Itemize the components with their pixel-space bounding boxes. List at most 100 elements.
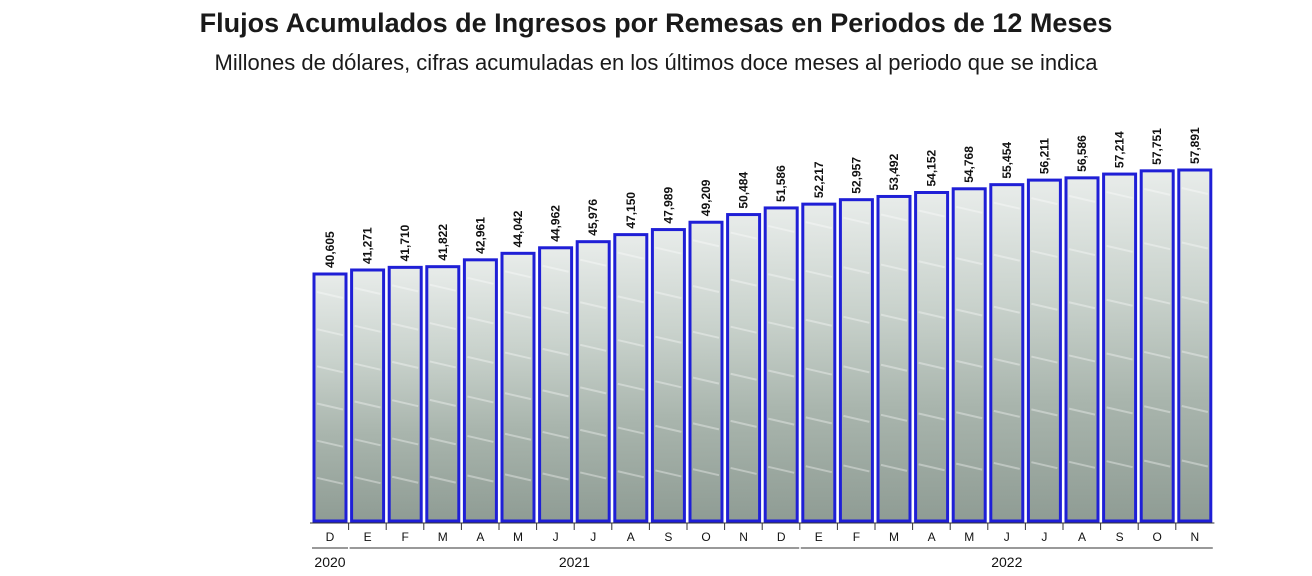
data-label: 44,042: [511, 210, 525, 247]
bar-texture: [767, 369, 795, 378]
data-label: 40,605: [323, 231, 337, 268]
bar-fill: [1066, 177, 1098, 521]
bar-texture: [918, 260, 945, 269]
bar-texture: [767, 417, 795, 426]
bar-group: [838, 198, 874, 523]
data-label: 41,271: [361, 227, 375, 264]
bar-texture: [429, 437, 457, 446]
bar-texture: [1181, 350, 1209, 359]
bar-texture: [843, 414, 870, 423]
bar-group: [951, 187, 987, 523]
bar-texture: [1143, 187, 1171, 196]
bar-texture: [918, 463, 945, 472]
bar-texture: [1031, 408, 1058, 417]
bar-texture: [692, 330, 720, 339]
bar-texture: [467, 434, 494, 443]
bar-texture: [730, 372, 757, 381]
bar-texture: [1143, 242, 1171, 251]
bar-texture: [316, 365, 344, 374]
bar-group: [350, 268, 386, 523]
bar-texture: [730, 278, 757, 287]
bar-texture: [1106, 352, 1133, 361]
month-tick-label: F: [402, 530, 409, 544]
bar-texture: [504, 432, 532, 441]
bar-texture: [993, 201, 1021, 210]
bar-texture: [1143, 296, 1171, 305]
month-tick-label: N: [1190, 530, 1199, 544]
bar-texture: [1031, 355, 1058, 364]
month-tick-label: E: [815, 530, 823, 544]
bar: [500, 251, 536, 523]
bar: [876, 194, 912, 523]
bar-group: [914, 190, 950, 523]
bar-fill: [878, 196, 910, 521]
bar-texture: [542, 306, 569, 315]
bar-texture: [692, 468, 720, 477]
month-tick-label: N: [739, 530, 748, 544]
bar-texture: [354, 287, 381, 295]
bar-fill: [953, 188, 986, 521]
bar-texture: [692, 376, 720, 385]
bar-texture: [955, 411, 983, 420]
bar-texture: [805, 367, 833, 376]
bar-texture: [955, 257, 983, 266]
bar-texture: [1143, 459, 1171, 468]
bar-texture: [1181, 405, 1209, 413]
data-label: 51,586: [774, 165, 788, 202]
bar-texture: [1068, 301, 1096, 310]
data-label: 47,989: [661, 187, 675, 224]
bar-fill: [727, 214, 760, 521]
month-tick-label: J: [590, 530, 596, 544]
bar-texture: [993, 253, 1021, 262]
month-tick-label: J: [1041, 530, 1047, 544]
bar-texture: [504, 270, 532, 279]
bar-texture: [316, 402, 344, 411]
bar-texture: [918, 412, 945, 421]
bar-texture: [655, 291, 682, 300]
month-tick-label: A: [928, 530, 936, 544]
bar-texture: [1031, 197, 1058, 206]
bar-texture: [993, 305, 1021, 314]
month-tick-label: D: [777, 530, 786, 544]
bar-group: [763, 206, 799, 523]
bar-group: [726, 213, 762, 523]
bar-texture: [467, 474, 494, 483]
bar-texture: [542, 472, 569, 481]
bar-fill: [690, 222, 722, 522]
bar-group: [538, 246, 574, 523]
bar-texture: [805, 416, 833, 425]
bar-fill: [1141, 170, 1174, 522]
bar-fill: [915, 192, 948, 521]
bar-texture: [1181, 187, 1209, 195]
data-label: 42,961: [473, 217, 487, 254]
month-tick-label: J: [1004, 530, 1010, 544]
month-tick-label: A: [1078, 530, 1086, 544]
bar-texture: [316, 476, 344, 485]
data-label: 41,710: [398, 224, 412, 261]
bar-group: [876, 194, 912, 523]
bar-texture: [767, 465, 795, 474]
bar-fill: [351, 269, 384, 521]
bar-texture: [1106, 460, 1133, 469]
data-label: 50,484: [737, 172, 751, 209]
bar-fill: [840, 199, 873, 521]
bar-group: [1026, 178, 1062, 523]
bar-texture: [955, 462, 983, 471]
chart-subtitle: Millones de dólares, cifras acumuladas e…: [214, 50, 1098, 75]
month-tick-label: F: [853, 530, 860, 544]
bar: [1102, 172, 1138, 523]
bar-texture: [467, 316, 494, 325]
bar-texture: [617, 382, 645, 391]
bar-texture: [993, 461, 1021, 470]
bar-texture: [429, 398, 457, 407]
bar-texture: [467, 355, 494, 364]
bar-texture: [504, 392, 532, 401]
bar-texture: [542, 347, 569, 356]
data-label: 57,751: [1150, 128, 1164, 165]
bar-fill: [539, 247, 572, 521]
data-label: 57,891: [1188, 127, 1202, 164]
bar-texture: [880, 463, 908, 472]
bar-texture: [918, 209, 945, 218]
bar: [387, 265, 423, 523]
bar-texture: [542, 389, 569, 398]
